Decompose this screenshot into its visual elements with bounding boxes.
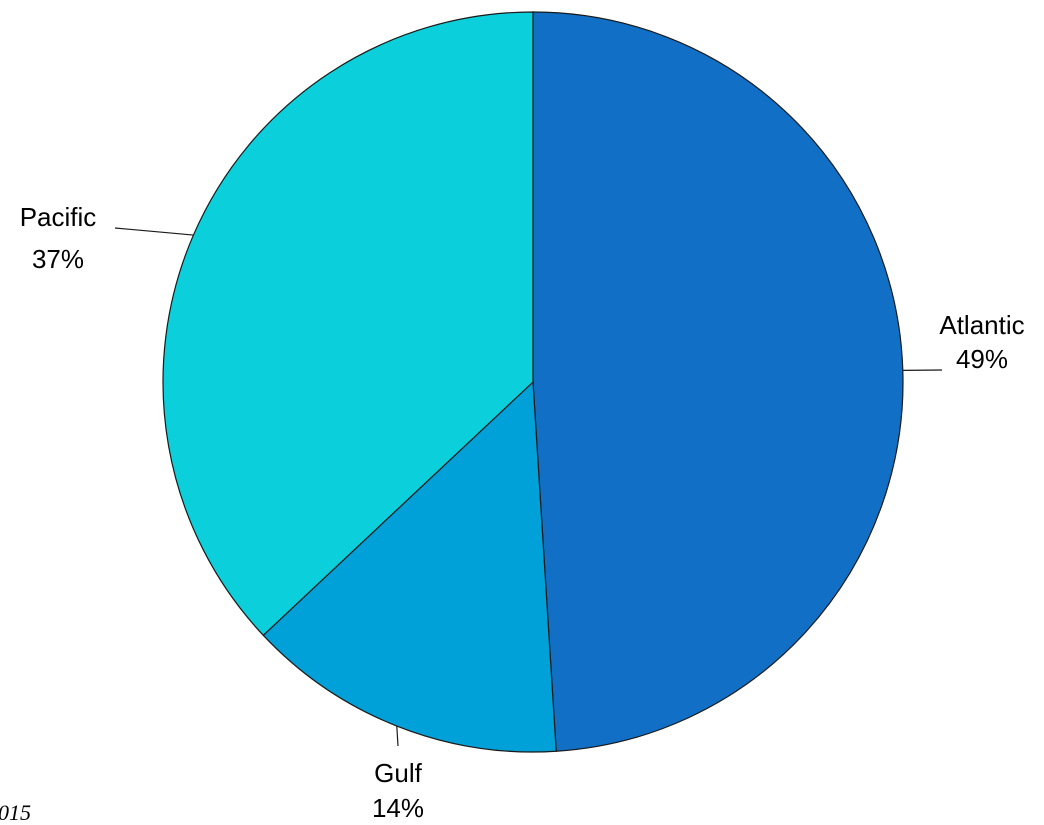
footnote-text: 015	[0, 800, 31, 825]
slice-percent-gulf: 14%	[372, 793, 424, 823]
pie-slice-atlantic	[532, 11, 904, 752]
pie-slice-gulf	[262, 380, 557, 753]
slice-percent-atlantic: 49%	[956, 344, 1008, 374]
leader-line-pacific	[114, 227, 194, 236]
slice-label-atlantic: Atlantic	[939, 310, 1024, 340]
pie-slice-pacific	[162, 11, 534, 637]
pie-slices	[162, 11, 904, 753]
slice-label-pacific: Pacific	[20, 202, 97, 232]
slice-percent-pacific: 37%	[32, 244, 84, 274]
slice-label-gulf: Gulf	[374, 758, 422, 788]
leader-line-gulf	[396, 725, 399, 747]
